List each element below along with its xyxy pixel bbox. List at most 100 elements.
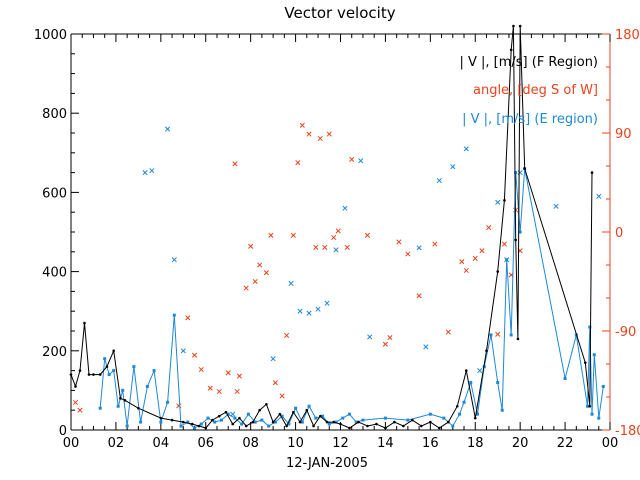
angle-marker [495,331,501,337]
e-region-marker [333,247,339,253]
e-region-point [112,369,116,373]
f-region-point [438,426,441,430]
x-tick-label: 00 [63,436,80,451]
angle-marker [349,156,355,162]
legend: | V |, [m/s] (F Region) angle, [deg S of … [459,55,598,127]
y-left-tick-label: 0 [59,424,67,439]
e-region-point [334,420,338,424]
angle-marker [290,232,296,238]
y-left-tick-label: 200 [42,345,67,360]
f-region-point [402,424,405,428]
e-region-point [442,416,446,420]
angle-marker [432,241,438,247]
e-region-point [590,412,594,416]
angle-marker [284,332,290,338]
y-left-tick-label: 600 [42,186,67,201]
f-region-point [74,385,77,388]
e-region-point [246,412,250,416]
f-region-point [590,171,594,174]
angle-marker [405,251,411,257]
f-region-point [375,422,378,426]
f-region-point [411,418,414,422]
f-region-point [503,199,506,202]
e-region-point [103,357,107,361]
x-tick-label: 08 [242,436,259,451]
f-region-point [485,349,488,353]
e-region-point [233,416,237,420]
e-region-point [462,400,466,404]
e-region-point [213,420,217,424]
e-region-point [341,416,345,420]
legend-entry: | V |, [m/s] (E region) [462,112,598,127]
e-region-point [451,424,455,428]
e-region-point [139,420,143,424]
e-region-point [458,412,462,416]
y-right-tick-label: -90 [615,325,636,340]
y-left-tick-label: 400 [42,266,67,281]
e-region-point [186,420,190,424]
angle-marker [272,380,278,386]
e-region-point [294,406,298,410]
e-region-marker [306,310,312,316]
e-region-marker [149,168,155,174]
e-region-point [307,404,311,408]
e-region-point [300,420,304,424]
e-region-marker [315,306,321,312]
x-tick-label: 16 [422,436,439,451]
angle-marker [299,122,305,128]
e-region-point [226,412,230,416]
legend-entry: angle, [deg S of W] [473,83,598,98]
angle-marker [479,248,485,254]
angle-marker [322,244,328,250]
f-region-point [523,167,526,170]
f-region-point [357,420,360,424]
e-region-point [280,414,284,418]
angle-marker [236,373,242,379]
e-region-point [361,418,365,422]
x-tick-label: 06 [197,436,214,451]
e-region-point [586,404,590,408]
f-region-point [112,349,115,353]
angle-marker [396,239,402,245]
angle-marker [382,341,388,347]
x-tick-label: 20 [512,436,529,451]
f-region-point [123,399,127,402]
f-region-point [516,337,520,341]
f-region-point [512,24,515,28]
e-region-marker [342,205,348,211]
f-region-point [244,424,248,428]
f-region-point [271,420,275,424]
e-region-point [383,416,387,420]
e-region-point [592,353,596,357]
f-region-point [455,404,459,408]
f-region-point [318,414,322,418]
angle-marker [295,160,301,166]
e-region-marker [477,368,483,374]
e-region-point [132,365,136,369]
angle-marker [252,278,258,285]
e-region-point [240,422,244,426]
x-tick-label: 10 [287,436,304,451]
angle-marker [263,270,269,276]
e-region-point [314,416,318,420]
f-region-point [265,402,268,406]
f-region-point [69,373,73,376]
f-region-point [105,365,109,368]
angle-marker [472,255,478,261]
e-region-marker [416,245,422,251]
angle-marker [486,225,492,231]
f-region-point [393,420,396,424]
e-region-marker [463,146,469,152]
angle-marker [416,293,422,299]
y-right-tick-label: 180 [615,28,640,43]
f-region-point [258,408,261,412]
e-region-point [206,416,210,420]
f-region-point [339,422,342,426]
angle-marker [313,244,319,250]
f-region-point [285,424,288,428]
f-region-point [78,369,82,372]
e-region-point [260,418,264,422]
e-region-point [125,424,129,428]
f-region-point [87,373,91,376]
f-region-point [217,414,221,418]
